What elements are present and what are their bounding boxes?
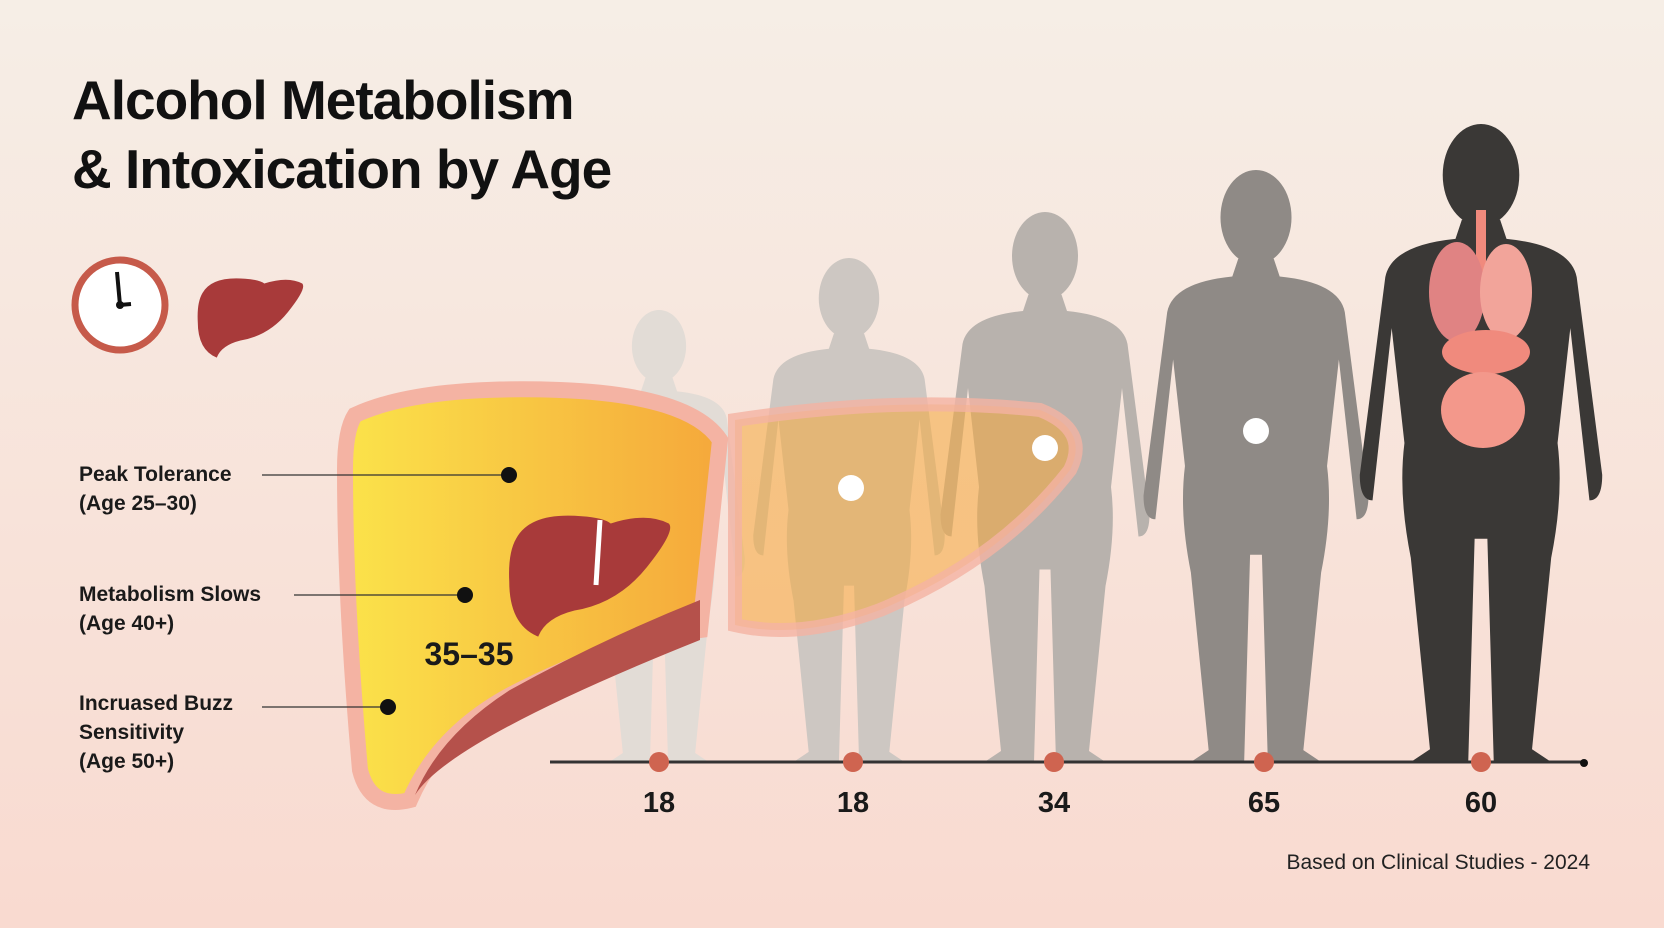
callout-text: (Age 40+): [79, 612, 174, 635]
callout-text: Peak Tolerance: [79, 463, 232, 486]
liver-label: 35–35: [425, 636, 514, 672]
callout-text: Metabolism Slows: [79, 583, 261, 606]
clock-icon: [71, 256, 169, 354]
timeline-end: [1580, 759, 1588, 767]
footer: Based on Clinical Studies - 2024: [1286, 851, 1590, 874]
callout-text: (Age 25–30): [79, 492, 197, 515]
callout-text: Sensitivity: [79, 721, 184, 744]
age-label: 34: [1038, 787, 1070, 819]
title-line: Alcohol Metabolism: [72, 69, 574, 131]
timeline-dot: [843, 752, 863, 772]
title-line: & Intoxication by Age: [72, 138, 611, 200]
age-label: 65: [1248, 787, 1280, 819]
timeline-dot: [1044, 752, 1064, 772]
age-label: 18: [837, 787, 869, 819]
callout-lines: [262, 467, 517, 715]
timeline-dot: [1471, 752, 1491, 772]
callout-text: Incruased Buzz: [79, 692, 233, 715]
timeline-dot: [1254, 752, 1274, 772]
timeline-dot: [649, 752, 669, 772]
age-label: 60: [1465, 787, 1497, 819]
liver-illustration: [336, 381, 1269, 810]
age-label: 18: [643, 787, 675, 819]
callout-text: (Age 50+): [79, 750, 174, 773]
organs: [1429, 210, 1532, 448]
